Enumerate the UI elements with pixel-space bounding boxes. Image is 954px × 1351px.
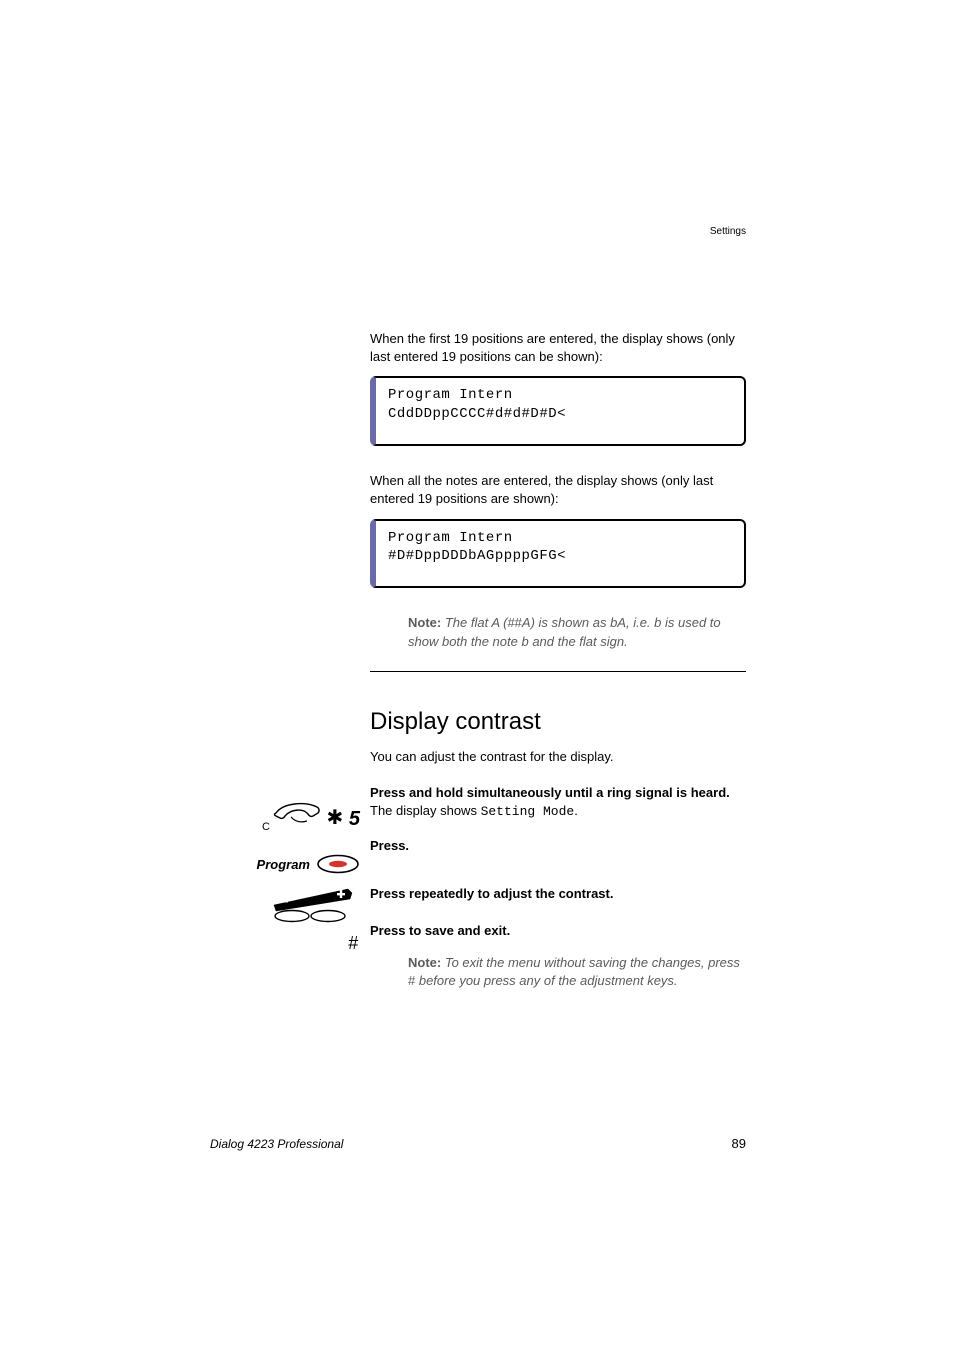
lcd2-line1: Program Intern <box>388 529 732 548</box>
volume-adjust-icon <box>264 883 360 923</box>
handset-icon <box>273 801 321 835</box>
note1-bold: Note: <box>408 615 441 630</box>
step2-bold: Press. <box>370 837 746 855</box>
step1-plain-a: The display shows <box>370 803 481 818</box>
lcd-display-2: Program Intern #D#DppDDDbAGppppGFG< <box>370 519 746 589</box>
step1-mono: Setting Mode <box>481 804 575 819</box>
program-key-icon <box>316 854 360 874</box>
intro-paragraph-1: When the first 19 positions are entered,… <box>370 330 746 366</box>
program-key-row: Program <box>230 849 360 879</box>
note-block-2: Note: To exit the menu without saving th… <box>408 954 746 990</box>
lcd1-line2: CddDDppCCCC#d#d#D#D< <box>388 405 732 424</box>
section-divider <box>370 671 746 672</box>
volume-keys-row <box>230 881 360 925</box>
step1-bold: Press and hold simultaneously until a ri… <box>370 784 746 802</box>
lcd1-line1: Program Intern <box>388 386 732 405</box>
handset-sub-c: C <box>262 821 270 833</box>
step-4: Press to save and exit. <box>370 922 746 940</box>
lcd2-line2: #D#DppDDDbAGppppGFG< <box>388 547 732 566</box>
note1-hash: ## <box>507 615 521 630</box>
step4-bold: Press to save and exit. <box>370 922 746 940</box>
program-label: Program <box>257 857 310 872</box>
step-3: Press repeatedly to adjust the contrast. <box>370 885 746 903</box>
intro-paragraph-2: When all the notes are entered, the disp… <box>370 472 746 508</box>
handset-star5-icon-row: C ✱ 5 <box>230 799 360 837</box>
hash-key-row: # <box>230 931 360 955</box>
note2-bold: Note: <box>408 955 441 970</box>
hash-key-icon: # <box>348 933 358 954</box>
lcd-display-1: Program Intern CddDDppCCCC#d#d#D#D< <box>370 376 746 446</box>
footer-page-number: 89 <box>732 1136 746 1151</box>
page-footer: Dialog 4223 Professional 89 <box>210 1136 746 1151</box>
footer-model: Dialog 4223 Professional <box>210 1137 343 1151</box>
section-intro: You can adjust the contrast for the disp… <box>370 748 746 766</box>
step-2: Press. <box>370 837 746 855</box>
step3-bold: Press repeatedly to adjust the contrast. <box>370 885 746 903</box>
note2-text-b: before you press any of the adjustment k… <box>415 973 677 988</box>
step-1: Press and hold simultaneously until a ri… <box>370 784 746 821</box>
header-section-label: Settings <box>710 226 746 237</box>
section-title: Display contrast <box>370 708 746 736</box>
note1-text-a: The flat A ( <box>441 615 507 630</box>
left-icon-column: C ✱ 5 Program <box>230 799 360 955</box>
note2-text-a: To exit the menu without saving the chan… <box>441 955 740 970</box>
note-block-1: Note: The flat A (##A) is shown as bA, i… <box>408 614 746 650</box>
star-5-label: ✱ 5 <box>327 805 360 831</box>
step1-plain-b: . <box>574 803 578 818</box>
